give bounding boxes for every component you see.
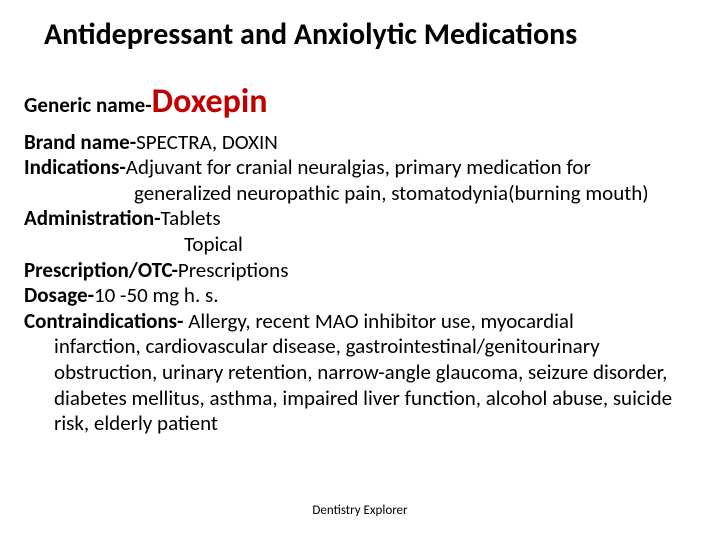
contra-line1: Contraindications- Allergy, recent MAO i…	[24, 309, 696, 335]
indications-text1: Adjuvant for cranial neuralgias, primary…	[126, 154, 591, 180]
contra-line2: infarction, cardiovascular disease, gast…	[24, 334, 696, 360]
generic-name-line: Generic name-Doxepin	[24, 81, 696, 122]
contra-label: Contraindications-	[24, 308, 183, 334]
footer-text: Dentistry Explorer	[0, 503, 720, 518]
brand-name-line: Brand name-SPECTRA, DOXIN	[24, 130, 696, 156]
prescription-line: Prescription/OTC-Prescriptions	[24, 258, 696, 284]
dosage-line: Dosage-10 -50 mg h. s.	[24, 283, 696, 309]
administration-value1: Tablets	[161, 205, 221, 231]
dosage-label: Dosage-	[24, 282, 94, 308]
slide-container: Antidepressant and Anxiolytic Medication…	[0, 0, 720, 540]
administration-line2: Topical	[24, 232, 696, 258]
generic-name-value: Doxepin	[152, 81, 268, 122]
prescription-value: Prescriptions	[178, 257, 289, 283]
contra-line5: risk, elderly patient	[24, 411, 696, 437]
administration-label: Administration-	[24, 205, 161, 231]
brand-name-value: SPECTRA, DOXIN	[136, 129, 278, 155]
indications-label: Indications-	[24, 154, 126, 180]
prescription-label: Prescription/OTC-	[24, 257, 178, 283]
contra-line4: diabetes mellitus, asthma, impaired live…	[24, 386, 696, 412]
generic-name-label: Generic name-	[24, 92, 152, 118]
slide-title: Antidepressant and Anxiolytic Medication…	[44, 18, 696, 53]
administration-line1: Administration-Tablets	[24, 206, 696, 232]
brand-name-label: Brand name-	[24, 129, 136, 155]
drug-details: Brand name-SPECTRA, DOXIN Indications-Ad…	[24, 130, 696, 437]
indications-line2: generalized neuropathic pain, stomatodyn…	[24, 181, 696, 207]
indications-line1: Indications-Adjuvant for cranial neuralg…	[24, 155, 696, 181]
contra-text1: Allergy, recent MAO inhibitor use, myoca…	[183, 308, 573, 334]
contra-line3: obstruction, urinary retention, narrow-a…	[24, 360, 696, 386]
dosage-value: 10 -50 mg h. s.	[94, 282, 219, 308]
